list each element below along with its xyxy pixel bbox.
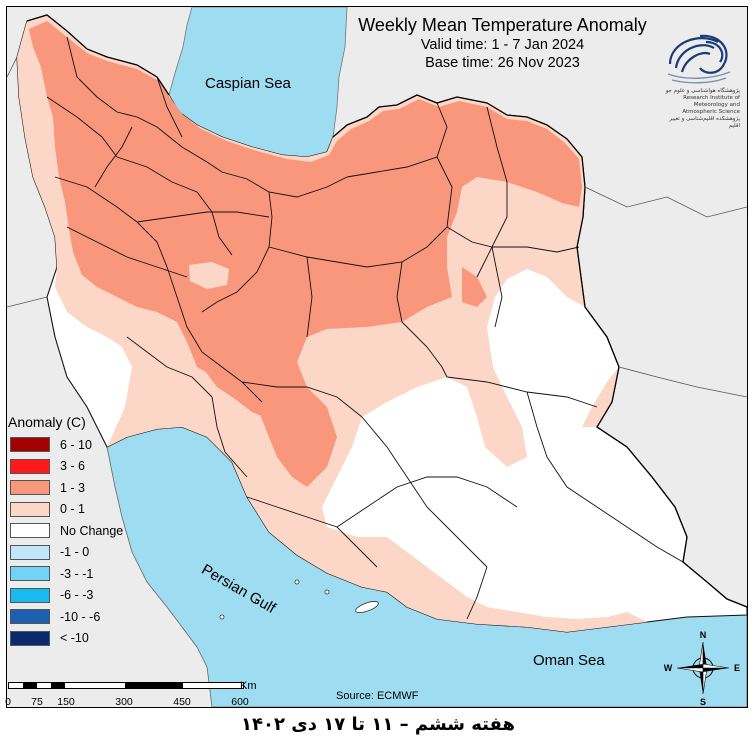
legend-swatch [10,480,50,496]
legend-label: 6 - 10 [60,437,92,452]
legend-label: 0 - 1 [60,502,86,517]
legend-swatch [10,630,50,646]
logo-emblem-icon [667,34,731,84]
legend-label: < -10 [60,631,89,646]
legend-swatch [10,523,50,539]
gulf-islands [219,579,379,620]
compass-icon: N S W E [664,630,740,707]
map-panel: Caspian Sea Persian Gulf Oman Sea [6,6,748,708]
scale-tick: 75 [31,696,43,708]
legend-item: < -10 [6,628,136,650]
legend-swatch [10,501,50,517]
legend-swatch [10,437,50,453]
legend-item: -3 - -1 [6,563,136,585]
legend-item: No Change [6,520,136,542]
legend-swatch [10,587,50,603]
compass-s: S [700,697,706,706]
scale-unit: Km [240,680,257,692]
legend-label: -3 - -1 [60,566,94,581]
compass-n: N [700,630,707,640]
legend-label: -10 - -6 [60,609,101,624]
map-title: Weekly Mean Temperature Anomaly Valid ti… [330,14,675,72]
province-boundaries [46,36,684,620]
scale-tick: 150 [57,696,75,708]
legend-swatch [10,544,50,560]
legend-swatch [10,609,50,625]
logo-text: پژوهشگاه هواشناسی و علوم جو Research Inst… [665,88,740,129]
scale-tick: 300 [115,696,133,708]
source-credit: Source: ECMWF [336,690,419,702]
scale-bar-track [8,682,244,689]
map-svg [7,7,747,707]
title-valid-time: Valid time: 1 - 7 Jan 2024 [420,37,585,53]
legend-label: 1 - 3 [60,480,86,495]
legend-item: 3 - 6 [6,456,136,478]
oman-sea-label: Oman Sea [533,652,605,669]
legend-item: 1 - 3 [6,477,136,499]
compass-rose: N S W E [664,626,742,707]
legend-title: Anomaly (C) [8,414,86,430]
legend-item: 6 - 10 [6,434,136,456]
anomaly-neutral-patch [189,262,229,289]
scale-tick: 0 [5,696,11,708]
legend-label: No Change [60,523,124,538]
title-base-time: Base time: 26 Nov 2023 [425,55,580,71]
compass-w: W [664,663,673,673]
compass-e: E [734,663,740,673]
legend: Anomaly (C) 6 - 10 3 - 6 1 - 3 0 - 1 No Chan… [6,414,136,649]
caspian-sea-label: Caspian Sea [205,75,291,92]
title-main: Weekly Mean Temperature Anomaly [358,15,647,35]
legend-item: -6 - -3 [6,585,136,607]
neighbour-borders [7,56,747,398]
institute-logo: پژوهشگاه هواشناسی و علوم جو Research Inst… [660,24,742,132]
legend-swatch [10,458,50,474]
legend-item: -1 - 0 [6,542,136,564]
legend-label: -6 - -3 [60,588,94,603]
legend-label: -1 - 0 [60,545,90,560]
legend-item: 0 - 1 [6,499,136,521]
footer-week-label: هفته ششم – ۱۱ تا ۱۷ دی ۱۴۰۲ [241,714,515,735]
scale-tick: 450 [173,696,191,708]
scale-tick: 600 [231,696,249,708]
legend-label: 3 - 6 [60,459,86,474]
legend-item: -10 - -6 [6,606,136,628]
legend-swatch [10,566,50,582]
iran-border [26,14,747,608]
